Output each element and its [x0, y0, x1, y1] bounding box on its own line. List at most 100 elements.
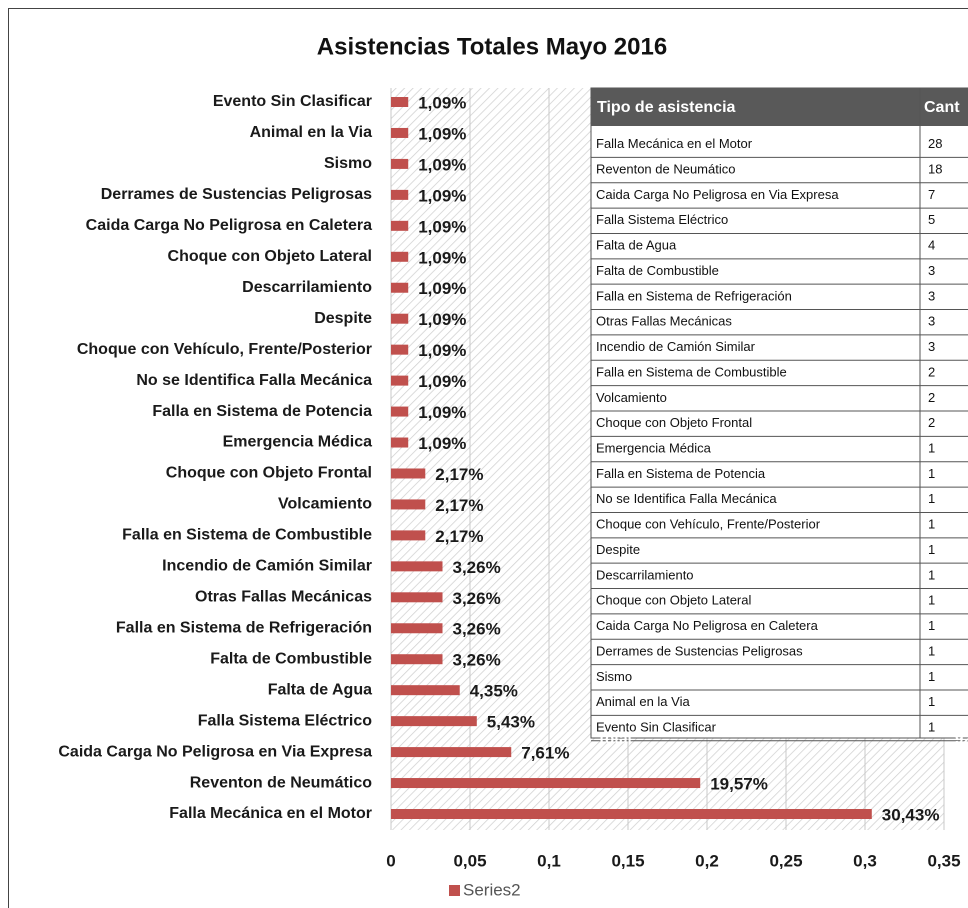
table-cell: Evento Sin Clasificar	[596, 719, 717, 734]
y-tick-label: Falta de Combustible	[210, 650, 372, 667]
bar	[391, 189, 409, 200]
bar	[391, 592, 443, 603]
y-tick-label: Falta de Agua	[268, 681, 372, 698]
bar	[391, 561, 443, 572]
y-tick-label: No se Identifica Falla Mecánica	[136, 372, 372, 389]
data-label: 1,09%	[418, 186, 466, 205]
table-cell: Reventon de Neumático	[596, 161, 735, 176]
table-cell: Derrames de Sustencias Peligrosas	[596, 643, 803, 658]
legend-label: Series2	[463, 880, 521, 899]
table-cell: Caida Carga No Peligrosa en Via Expresa	[596, 187, 839, 202]
table-cell: 3	[928, 263, 935, 278]
table-cell: Choque con Objeto Frontal	[596, 415, 752, 430]
table-cell: 1	[928, 618, 935, 633]
x-tick-label: 0,1	[537, 851, 561, 870]
table-cell: Sismo	[596, 669, 632, 684]
bar	[391, 251, 409, 262]
data-label: 2,17%	[435, 527, 483, 546]
data-label: 1,09%	[418, 434, 466, 453]
x-tick-label: 0	[386, 851, 395, 870]
bar	[391, 406, 409, 417]
table-cell: 1	[928, 542, 935, 557]
table-cell: Falla en Sistema de Combustible	[596, 364, 787, 379]
table-total: Total	[597, 730, 632, 747]
bar	[391, 499, 426, 510]
x-tick-label: 0,15	[611, 851, 644, 870]
table-cell: 7	[928, 187, 935, 202]
table-header: Tipo de asistencia	[597, 99, 736, 116]
data-label: 1,09%	[418, 341, 466, 360]
table-cell: 3	[928, 339, 935, 354]
x-tick-label: 0,2	[695, 851, 719, 870]
bar	[391, 778, 701, 789]
table-cell: Falla Sistema Eléctrico	[596, 212, 728, 227]
table-cell: Falla Mecánica en el Motor	[596, 136, 753, 151]
data-label: 3,26%	[453, 558, 501, 577]
data-label: 19,57%	[710, 775, 768, 794]
x-tick-label: 0,05	[453, 851, 486, 870]
y-tick-label: Despite	[314, 310, 372, 327]
table-cell: 3	[928, 288, 935, 303]
table-cell: Despite	[596, 542, 640, 557]
table-cell: Emergencia Médica	[596, 440, 712, 455]
y-tick-label: Incendio de Camión Similar	[162, 558, 372, 575]
table-cell: 2	[928, 415, 935, 430]
table-cell: 28	[928, 136, 942, 151]
bar	[391, 127, 409, 138]
x-tick-label: 0,3	[853, 851, 877, 870]
y-tick-label: Caida Carga No Peligrosa en Via Expresa	[58, 743, 372, 760]
data-label: 3,26%	[453, 620, 501, 639]
table-cell: 1	[928, 719, 935, 734]
data-label: 1,09%	[418, 310, 466, 329]
bar	[391, 716, 477, 727]
data-label: 1,09%	[418, 93, 466, 112]
x-tick-label: 0,25	[769, 851, 802, 870]
y-tick-label: Descarrilamiento	[242, 279, 372, 296]
y-tick-label: Falla Mecánica en el Motor	[169, 805, 372, 822]
table-header: Cant	[924, 99, 960, 116]
table-cell: 1	[928, 491, 935, 506]
y-tick-label: Falla en Sistema de Refrigeración	[116, 619, 372, 636]
data-label: 1,09%	[418, 124, 466, 143]
y-tick-label: Emergencia Médica	[223, 434, 373, 451]
bar	[391, 747, 512, 758]
data-label: 1,09%	[418, 279, 466, 298]
data-label: 1,09%	[418, 372, 466, 391]
y-tick-label: Derrames de Sustencias Peligrosas	[101, 186, 372, 203]
y-tick-label: Volcamiento	[278, 496, 372, 513]
table-cell: 2	[928, 364, 935, 379]
bar	[391, 530, 426, 541]
y-tick-label: Sismo	[324, 155, 372, 172]
data-label: 1,09%	[418, 248, 466, 267]
table-cell: 1	[928, 567, 935, 582]
data-label: 3,26%	[453, 651, 501, 670]
table-cell: 1	[928, 517, 935, 532]
table-cell: Incendio de Camión Similar	[596, 339, 756, 354]
bar	[391, 375, 409, 386]
bar	[391, 282, 409, 293]
legend-swatch	[449, 885, 460, 896]
y-tick-label: Falla en Sistema de Combustible	[122, 527, 372, 544]
table-cell: Falta de Combustible	[596, 263, 719, 278]
y-tick-label: Animal en la Via	[250, 124, 373, 141]
bar	[391, 437, 409, 448]
table-cell: 3	[928, 314, 935, 329]
y-tick-label: Choque con Objeto Lateral	[168, 248, 372, 265]
table-cell: 5	[928, 212, 935, 227]
table-total: 92	[955, 730, 968, 747]
table-cell: Falla en Sistema de Potencia	[596, 466, 766, 481]
bar	[391, 685, 460, 696]
table-cell: 1	[928, 694, 935, 709]
data-label: 1,09%	[418, 403, 466, 422]
table-cell: Otras Fallas Mecánicas	[596, 314, 732, 329]
data-label: 2,17%	[435, 496, 483, 515]
y-tick-label: Falla Sistema Eléctrico	[198, 712, 373, 729]
table-cell: Choque con Objeto Lateral	[596, 593, 751, 608]
data-label: 4,35%	[470, 682, 518, 701]
table-cell: 2	[928, 390, 935, 405]
table-cell: 1	[928, 669, 935, 684]
bar	[391, 654, 443, 665]
y-tick-label: Otras Fallas Mecánicas	[195, 589, 372, 606]
table-cell: 1	[928, 440, 935, 455]
y-tick-label: Evento Sin Clasificar	[213, 93, 372, 110]
